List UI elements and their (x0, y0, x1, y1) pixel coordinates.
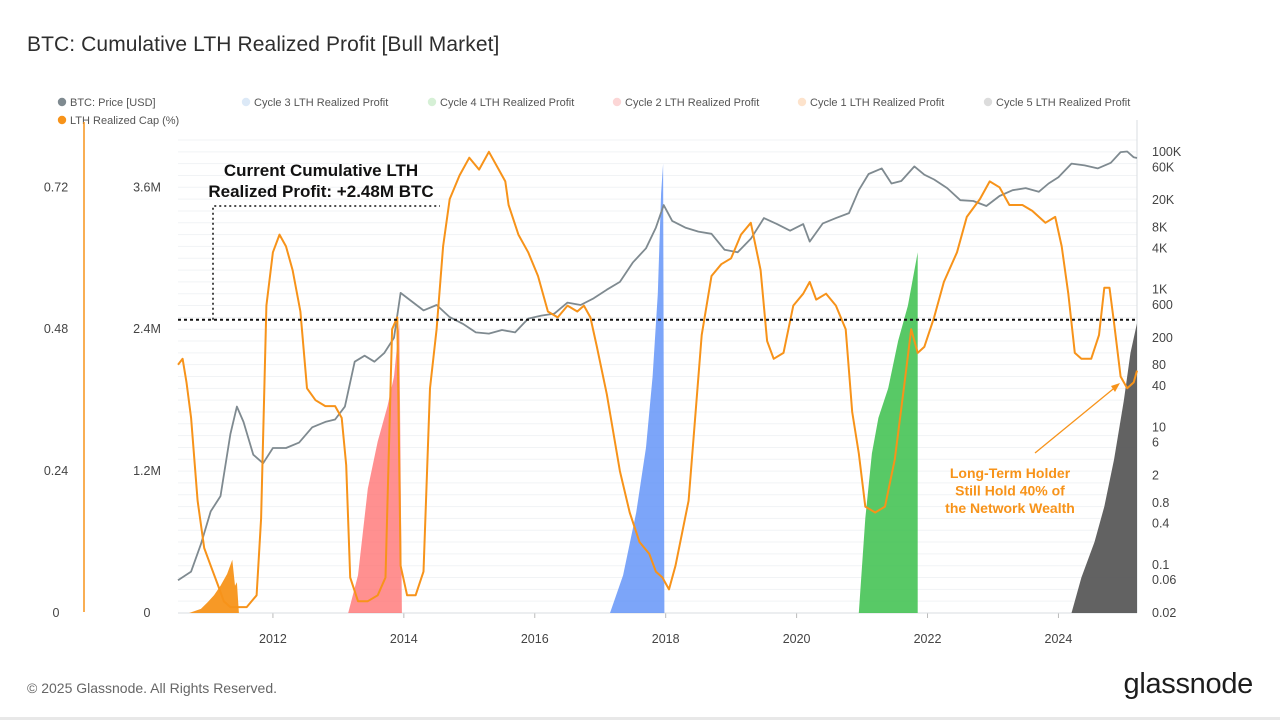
legend-label: BTC: Price [USD] (70, 97, 156, 109)
y-right-tick: 1K (1152, 283, 1168, 297)
y-right-tick: 20K (1152, 193, 1175, 207)
y-right-tick: 0.1 (1152, 558, 1169, 572)
y-right-tick: 0.06 (1152, 573, 1176, 587)
legend-marker (241, 97, 251, 107)
legend-label: Cycle 2 LTH Realized Profit (625, 97, 759, 109)
y-right-tick: 2 (1152, 468, 1159, 482)
legend-label: Cycle 3 LTH Realized Profit (254, 97, 388, 109)
y-left-pct-tick: 0.72 (44, 180, 68, 194)
y-left-btc-tick: 2.4M (133, 322, 161, 336)
y-left-btc-tick: 1.2M (133, 464, 161, 478)
x-tick-label: 2024 (1045, 632, 1073, 646)
annotation-text-line: Still Hold 40% of (955, 483, 1065, 499)
legend-marker (983, 97, 993, 107)
legend-label: Cycle 4 LTH Realized Profit (440, 97, 574, 109)
y-right-tick: 40 (1152, 379, 1166, 393)
legend-marker (797, 97, 807, 107)
legend-label: LTH Realized Cap (%) (70, 115, 179, 127)
x-tick-label: 2016 (521, 632, 549, 646)
legend-label: Cycle 5 LTH Realized Profit (996, 97, 1130, 109)
page-title: BTC: Cumulative LTH Realized Profit [Bul… (27, 33, 500, 56)
legend-marker (612, 97, 622, 107)
lth-realized-cap-line (177, 150, 1138, 609)
copyright-footer: © 2025 Glassnode. All Rights Reserved. (27, 680, 278, 696)
callout-text-line1: Current Cumulative LTH (224, 161, 418, 180)
plot-area: 0 0.24 0.48 0.72 0 1.2M 2.4M 3.6M 0.02 0.060.1 0.4… (44, 120, 1182, 646)
y-right-tick: 6 (1152, 436, 1159, 450)
callout-bracket (212, 205, 440, 320)
y-right-tick: 0.8 (1152, 496, 1169, 510)
y-right-tick: 60K (1152, 160, 1175, 174)
legend: BTC: Price [USD] Cycle 3 LTH Realized Pro… (57, 97, 1130, 127)
y-left-pct-tick: 0.48 (44, 322, 68, 336)
glassnode-logo: glassnode (1123, 668, 1253, 700)
y-right-tick: 200 (1152, 331, 1173, 345)
y-right-tick: 8K (1152, 221, 1168, 235)
y-right-tick: 600 (1152, 298, 1173, 312)
cycle-area-cycle-4-lth-realized-profit (858, 252, 918, 614)
y-right-tick: 4K (1152, 241, 1168, 255)
y-left-btc-tick: 3.6M (133, 180, 161, 194)
annotation-arrowhead (1111, 383, 1120, 392)
y-right-tick: 10 (1152, 420, 1166, 434)
y-right-tick: 100K (1152, 145, 1182, 159)
legend-marker (57, 115, 67, 125)
cycle-area-cycle-5-lth-realized-profit (1071, 323, 1137, 613)
x-tick-label: 2022 (914, 632, 942, 646)
y-right-tick: 0.02 (1152, 606, 1176, 620)
callout-text-line2: Realized Profit: +2.48M BTC (208, 182, 433, 201)
y-left-pct-tick: 0.24 (44, 464, 68, 478)
x-tick-label: 2018 (652, 632, 680, 646)
x-tick-label: 2020 (783, 632, 811, 646)
cycle-area-cycle-1-lth-realized-profit (189, 559, 239, 613)
legend-label: Cycle 1 LTH Realized Profit (810, 97, 944, 109)
bottom-divider (0, 717, 1280, 720)
cycle-area-cycle-3-lth-realized-profit (610, 163, 665, 613)
y-right-tick: 80 (1152, 358, 1166, 372)
annotation-arrow-line (1034, 384, 1119, 454)
y-right-tick: 0.4 (1152, 516, 1169, 530)
x-tick-label: 2014 (390, 632, 418, 646)
cycle-area-cycle-2-lth-realized-profit (348, 323, 402, 613)
annotation-text-line: Long-Term Holder (950, 465, 1071, 481)
x-tick-label: 2012 (259, 632, 287, 646)
annotation-text-line: the Network Wealth (945, 500, 1075, 516)
y-left-pct-tick: 0 (53, 606, 60, 620)
legend-marker (427, 97, 437, 107)
y-left-btc-tick: 0 (144, 606, 151, 620)
btc-price-line (177, 150, 1138, 581)
legend-marker (57, 97, 67, 107)
